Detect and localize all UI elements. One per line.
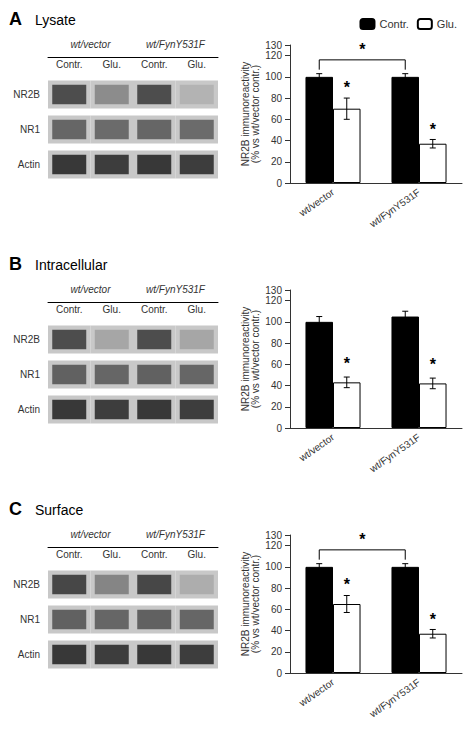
- svg-text:Contr.: Contr.: [141, 59, 168, 70]
- svg-text:100: 100: [265, 316, 282, 327]
- svg-text:NR2B: NR2B: [13, 89, 40, 100]
- svg-text:(% vs wt/vector contr.): (% vs wt/vector contr.): [250, 555, 261, 653]
- svg-text:*: *: [359, 531, 366, 548]
- svg-text:60: 60: [271, 114, 283, 125]
- svg-text:NR2B: NR2B: [13, 334, 40, 345]
- svg-text:130: 130: [265, 285, 282, 296]
- svg-text:Contr.: Contr.: [56, 304, 83, 315]
- svg-text:20: 20: [271, 156, 283, 167]
- svg-text:wt/FynY531F: wt/FynY531F: [367, 431, 422, 474]
- svg-text:NR2B: NR2B: [13, 579, 40, 590]
- svg-text:NR1: NR1: [20, 369, 40, 380]
- svg-text:Glu.: Glu.: [188, 549, 206, 560]
- svg-text:Contr.: Contr.: [56, 59, 83, 70]
- svg-text:*: *: [344, 355, 351, 372]
- svg-text:40: 40: [271, 380, 283, 391]
- svg-text:wt/FynY531F: wt/FynY531F: [146, 284, 206, 295]
- svg-text:Lysate: Lysate: [35, 12, 76, 28]
- svg-text:*: *: [344, 79, 351, 96]
- svg-text:Glu.: Glu.: [437, 18, 457, 30]
- svg-text:0: 0: [276, 668, 282, 679]
- svg-text:60: 60: [271, 604, 283, 615]
- svg-text:120: 120: [265, 540, 282, 551]
- svg-text:60: 60: [271, 359, 283, 370]
- svg-text:wt/vector: wt/vector: [70, 284, 111, 295]
- svg-text:Intracellular: Intracellular: [35, 257, 108, 273]
- svg-text:(% vs wt/vector contr.): (% vs wt/vector contr.): [250, 65, 261, 163]
- svg-text:wt/vector: wt/vector: [296, 431, 336, 464]
- svg-text:*: *: [430, 356, 437, 373]
- svg-text:20: 20: [271, 646, 283, 657]
- svg-text:20: 20: [271, 401, 283, 412]
- svg-text:wt/FynY531F: wt/FynY531F: [146, 529, 206, 540]
- svg-text:Contr.: Contr.: [379, 18, 408, 30]
- svg-text:wt/vector: wt/vector: [70, 529, 111, 540]
- svg-text:120: 120: [265, 50, 282, 61]
- svg-text:NR1: NR1: [20, 124, 40, 135]
- svg-text:Glu.: Glu.: [103, 304, 121, 315]
- svg-text:*: *: [359, 41, 366, 58]
- svg-text:100: 100: [265, 561, 282, 572]
- svg-text:0: 0: [276, 423, 282, 434]
- svg-text:NR1: NR1: [20, 614, 40, 625]
- svg-text:Glu.: Glu.: [188, 59, 206, 70]
- svg-text:wt/FynY531F: wt/FynY531F: [146, 39, 206, 50]
- svg-text:100: 100: [265, 71, 282, 82]
- svg-text:NR2B immunoreactivity: NR2B immunoreactivity: [239, 306, 251, 412]
- svg-text:NR2B immunoreactivity: NR2B immunoreactivity: [239, 61, 251, 167]
- svg-text:Contr.: Contr.: [141, 549, 168, 560]
- svg-text:80: 80: [271, 338, 283, 349]
- svg-text:Contr.: Contr.: [56, 549, 83, 560]
- svg-text:120: 120: [265, 295, 282, 306]
- svg-text:Glu.: Glu.: [103, 59, 121, 70]
- svg-text:0: 0: [276, 178, 282, 189]
- svg-text:80: 80: [271, 93, 283, 104]
- svg-text:130: 130: [265, 40, 282, 51]
- svg-text:wt/FynY531F: wt/FynY531F: [367, 186, 422, 229]
- svg-text:40: 40: [271, 625, 283, 636]
- svg-text:wt/FynY531F: wt/FynY531F: [367, 676, 422, 719]
- svg-text:Glu.: Glu.: [188, 304, 206, 315]
- svg-text:*: *: [430, 121, 437, 138]
- svg-text:Contr.: Contr.: [141, 304, 168, 315]
- svg-text:Actin: Actin: [18, 649, 40, 660]
- svg-text:(% vs wt/vector contr.): (% vs wt/vector contr.): [250, 310, 261, 408]
- svg-text:wt/vector: wt/vector: [70, 39, 111, 50]
- svg-text:NR2B immunoreactivity: NR2B immunoreactivity: [239, 551, 251, 657]
- svg-text:wt/vector: wt/vector: [296, 186, 336, 219]
- svg-text:wt/vector: wt/vector: [296, 676, 336, 709]
- svg-text:Glu.: Glu.: [103, 549, 121, 560]
- svg-text:*: *: [344, 576, 351, 593]
- svg-text:80: 80: [271, 583, 283, 594]
- svg-text:A: A: [9, 9, 22, 29]
- svg-text:130: 130: [265, 530, 282, 541]
- svg-text:Actin: Actin: [18, 404, 40, 415]
- svg-text:40: 40: [271, 135, 283, 146]
- svg-text:C: C: [9, 499, 22, 519]
- svg-text:B: B: [9, 254, 22, 274]
- svg-text:Actin: Actin: [18, 159, 40, 170]
- svg-text:*: *: [430, 611, 437, 628]
- svg-text:Surface: Surface: [35, 502, 83, 518]
